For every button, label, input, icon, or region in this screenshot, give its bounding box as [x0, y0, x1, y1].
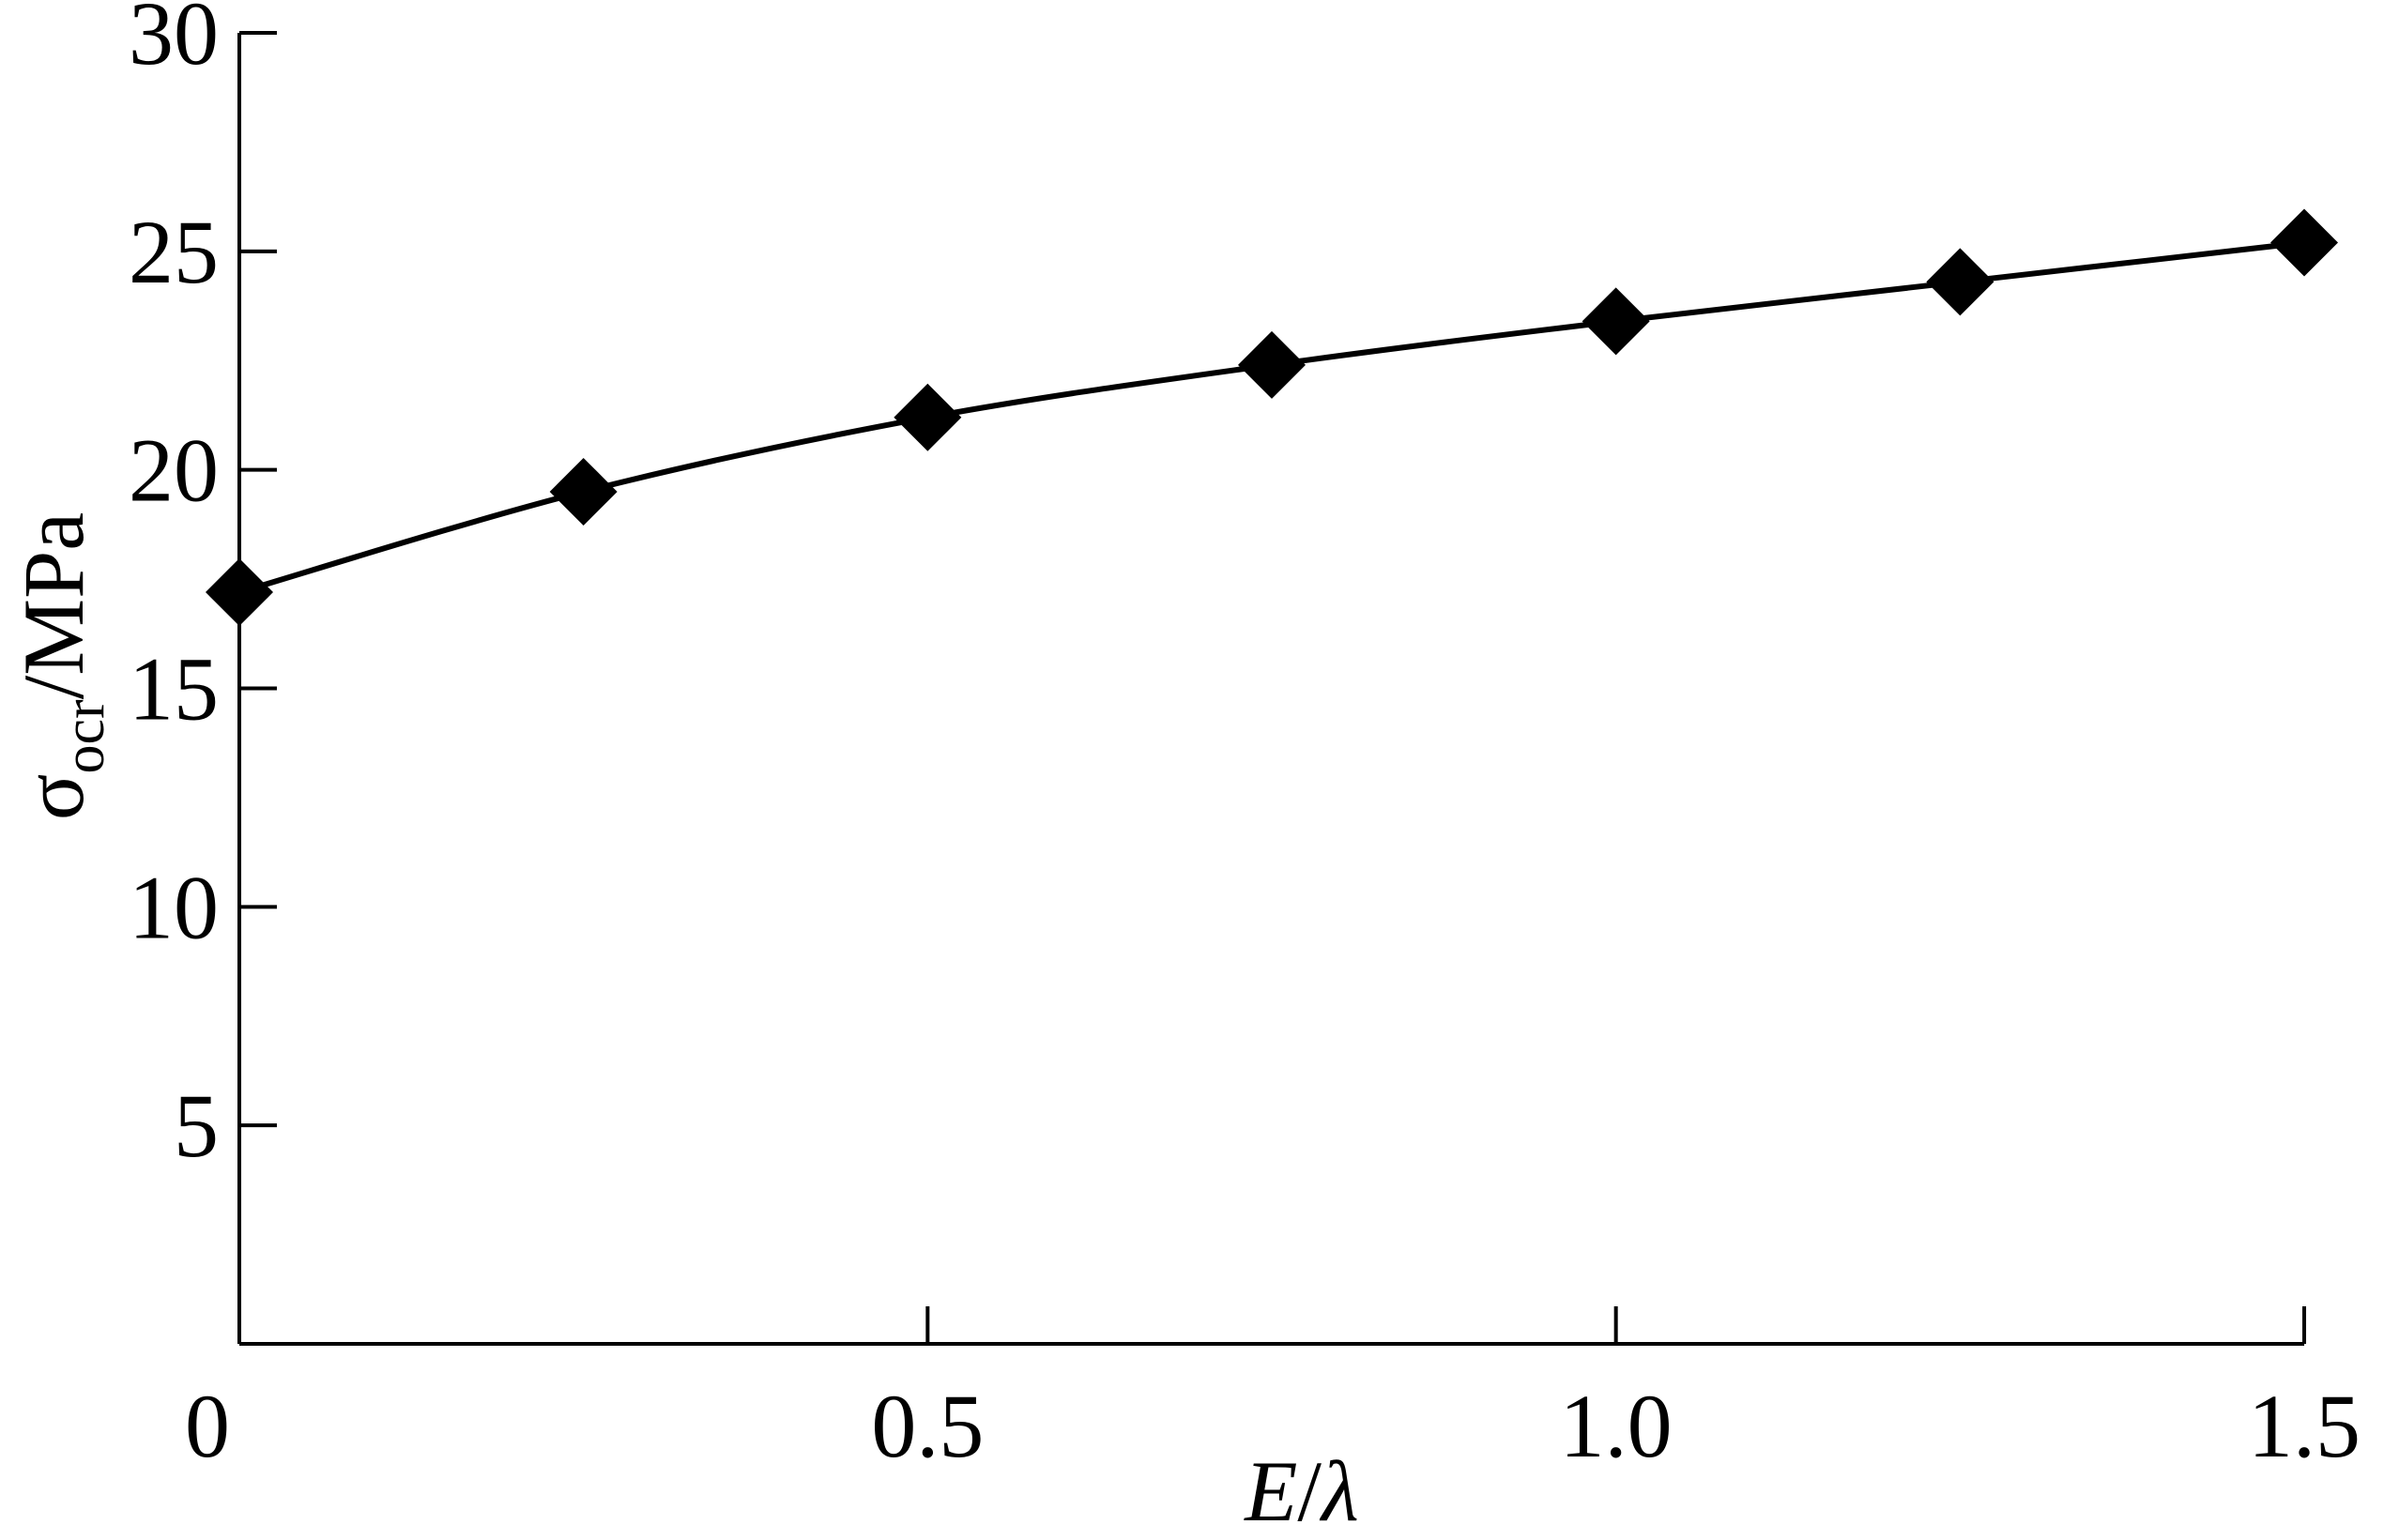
x-axis-title: E/λ	[1243, 1443, 1359, 1539]
x-tick-label: 0	[185, 1376, 230, 1476]
series	[206, 208, 2338, 627]
y-tick-label: 15	[129, 639, 219, 740]
y-axis-title-unit: /MPa	[6, 512, 101, 699]
x-axis-title-sep: /	[1297, 1443, 1322, 1539]
x-axis-title-var: E	[1243, 1443, 1297, 1539]
x-tick-label: 1.5	[2248, 1376, 2361, 1476]
x-tick-label: 1.0	[1560, 1376, 1673, 1476]
y-tick-label: 5	[174, 1075, 219, 1176]
data-point-marker	[1582, 287, 1650, 356]
data-point-marker	[1238, 330, 1306, 399]
y-tick-label: 30	[129, 0, 219, 84]
data-point-marker	[1926, 248, 1994, 316]
y-tick-label: 25	[129, 202, 219, 302]
y-axis-ticks: 5 10 15 20 25 30	[129, 0, 277, 1176]
y-axis-title-sym: σ	[6, 773, 101, 820]
data-point-marker	[894, 383, 962, 451]
data-point-marker	[2270, 208, 2338, 277]
y-tick-label: 10	[129, 857, 219, 957]
x-axis-ticks: 0 0.5 1.0 1.5	[185, 1306, 2361, 1476]
axes	[237, 33, 2304, 1346]
x-tick-label: 0.5	[871, 1376, 984, 1476]
y-axis-title: σocr/MPa	[6, 512, 116, 820]
series-line	[238, 239, 2305, 595]
data-point-marker	[549, 457, 618, 526]
y-tick-label: 20	[129, 420, 219, 521]
x-axis-title-sym: λ	[1319, 1443, 1359, 1539]
y-axis-title-sub: ocr	[53, 699, 116, 774]
data-point-marker	[206, 558, 273, 627]
